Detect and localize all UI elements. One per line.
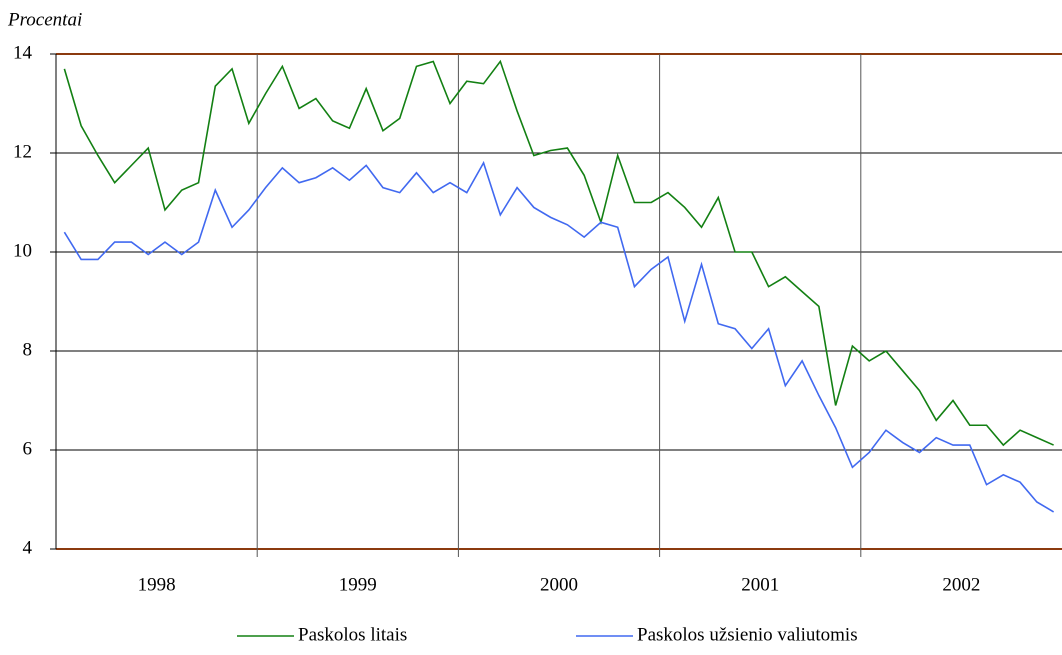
y-tick-label: 10 bbox=[13, 240, 32, 261]
y-tick-label: 4 bbox=[23, 537, 33, 558]
x-tick-label: 1999 bbox=[339, 574, 377, 595]
x-tick-label: 2001 bbox=[741, 574, 779, 595]
x-tick-label: 2002 bbox=[942, 574, 980, 595]
y-tick-label: 12 bbox=[13, 141, 32, 162]
legend-label: Paskolos litais bbox=[298, 624, 407, 645]
series-line bbox=[63, 160, 1055, 513]
y-tick-label: 6 bbox=[23, 438, 33, 459]
x-tick-label: 2000 bbox=[540, 574, 578, 595]
y-tick-label: 14 bbox=[13, 42, 33, 63]
series-line bbox=[63, 59, 1054, 447]
y-tick-label: 8 bbox=[23, 339, 33, 360]
x-tick-label: 1998 bbox=[138, 574, 176, 595]
y-axis-label: Procentai bbox=[7, 9, 82, 30]
legend-label: Paskolos užsienio valiutomis bbox=[637, 624, 858, 645]
